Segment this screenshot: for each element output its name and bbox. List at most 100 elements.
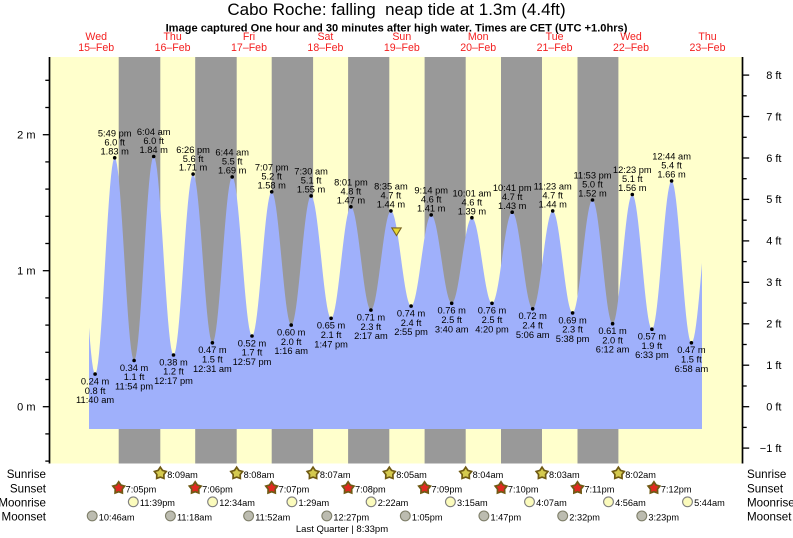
svg-text:1.41 m: 1.41 m xyxy=(417,204,446,214)
svg-text:1:29am: 1:29am xyxy=(299,498,330,508)
svg-text:Mon: Mon xyxy=(468,31,489,43)
svg-text:5.4 ft: 5.4 ft xyxy=(661,161,682,171)
svg-text:1 m: 1 m xyxy=(17,266,35,278)
svg-text:0.57 m: 0.57 m xyxy=(638,332,667,342)
svg-text:1.71 m: 1.71 m xyxy=(179,163,208,173)
svg-text:12:17 pm: 12:17 pm xyxy=(154,376,193,386)
svg-text:Sun: Sun xyxy=(392,31,411,43)
svg-text:8:04am: 8:04am xyxy=(473,470,504,480)
svg-text:2.3 ft: 2.3 ft xyxy=(562,325,583,335)
svg-text:1:05pm: 1:05pm xyxy=(412,512,443,522)
svg-text:8:07am: 8:07am xyxy=(320,470,351,480)
svg-text:12:31 am: 12:31 am xyxy=(193,364,232,374)
svg-text:1.56 m: 1.56 m xyxy=(618,183,647,193)
svg-text:6:44 am: 6:44 am xyxy=(215,148,249,158)
svg-text:8:01 pm: 8:01 pm xyxy=(334,178,368,188)
svg-text:Sunset: Sunset xyxy=(10,483,47,496)
svg-text:4:56am: 4:56am xyxy=(615,498,646,508)
svg-text:Cabo Roche: falling neap tide: Cabo Roche: falling neap tide at 1.3m (4… xyxy=(227,0,565,19)
svg-text:7 ft: 7 ft xyxy=(766,111,781,123)
svg-text:4 ft: 4 ft xyxy=(766,236,781,248)
svg-text:Thu: Thu xyxy=(163,31,181,43)
svg-text:Moonrise: Moonrise xyxy=(747,496,793,509)
svg-text:11:23 am: 11:23 am xyxy=(534,182,572,192)
svg-text:Image captured One hour and 30: Image captured One hour and 30 minutes a… xyxy=(166,23,628,35)
svg-text:2.0 ft: 2.0 ft xyxy=(602,335,623,345)
svg-text:7:12pm: 7:12pm xyxy=(661,484,692,494)
svg-text:1.5 ft: 1.5 ft xyxy=(681,355,702,365)
svg-text:1.69 m: 1.69 m xyxy=(218,166,247,176)
svg-text:11:18am: 11:18am xyxy=(177,512,212,522)
svg-text:11:40 am: 11:40 am xyxy=(76,395,114,405)
svg-text:2.0 ft: 2.0 ft xyxy=(281,337,302,347)
svg-text:Thu: Thu xyxy=(698,31,716,43)
svg-text:7:30 am: 7:30 am xyxy=(294,167,328,177)
svg-text:2.5 ft: 2.5 ft xyxy=(441,315,462,325)
svg-text:8:08am: 8:08am xyxy=(244,470,275,480)
svg-text:0.60 m: 0.60 m xyxy=(277,328,306,338)
svg-text:3:40 am: 3:40 am xyxy=(435,324,469,334)
svg-text:5:44am: 5:44am xyxy=(694,498,725,508)
svg-text:1.9 ft: 1.9 ft xyxy=(642,341,663,351)
svg-text:10:46am: 10:46am xyxy=(99,512,135,522)
svg-text:6:33 pm: 6:33 pm xyxy=(635,350,669,360)
svg-text:3 ft: 3 ft xyxy=(766,277,781,289)
svg-text:5.1 ft: 5.1 ft xyxy=(301,176,322,186)
svg-text:1.43 m: 1.43 m xyxy=(498,201,527,211)
svg-text:8 ft: 8 ft xyxy=(766,70,781,82)
svg-text:5.6 ft: 5.6 ft xyxy=(183,154,204,164)
svg-text:4.6 ft: 4.6 ft xyxy=(421,195,442,205)
svg-text:0.34 m: 0.34 m xyxy=(120,363,149,373)
svg-text:15–Feb: 15–Feb xyxy=(78,42,114,54)
svg-text:Last Quarter | 8:33pm: Last Quarter | 8:33pm xyxy=(296,524,388,535)
svg-text:1.83 m: 1.83 m xyxy=(100,146,129,156)
svg-text:0.76 m: 0.76 m xyxy=(478,306,507,316)
svg-text:2 m: 2 m xyxy=(17,130,35,142)
svg-text:18–Feb: 18–Feb xyxy=(307,42,343,54)
svg-text:4.7 ft: 4.7 ft xyxy=(502,192,523,202)
svg-text:0.47 m: 0.47 m xyxy=(677,345,706,355)
svg-text:0.65 m: 0.65 m xyxy=(317,321,346,331)
svg-text:5:06 am: 5:06 am xyxy=(516,330,550,340)
svg-text:Moonset: Moonset xyxy=(2,510,47,523)
svg-text:1.1 ft: 1.1 ft xyxy=(124,372,145,382)
svg-text:6:26 pm: 6:26 pm xyxy=(176,145,210,155)
svg-text:7:07pm: 7:07pm xyxy=(279,484,310,494)
svg-text:4.7 ft: 4.7 ft xyxy=(542,191,563,201)
svg-text:4:07am: 4:07am xyxy=(536,498,567,508)
svg-text:1.58 m: 1.58 m xyxy=(257,180,286,190)
svg-text:1.84 m: 1.84 m xyxy=(139,145,168,155)
svg-text:1 ft: 1 ft xyxy=(766,360,781,372)
svg-text:6:58 am: 6:58 am xyxy=(675,364,709,374)
svg-text:5:49 pm: 5:49 pm xyxy=(98,129,132,139)
svg-text:8:03am: 8:03am xyxy=(549,470,580,480)
svg-text:5 ft: 5 ft xyxy=(766,194,781,206)
svg-text:9:14 pm: 9:14 pm xyxy=(414,186,448,196)
svg-text:8:02am: 8:02am xyxy=(625,470,656,480)
svg-text:0.47 m: 0.47 m xyxy=(198,345,227,355)
svg-text:1.44 m: 1.44 m xyxy=(538,200,567,210)
svg-text:5:38 pm: 5:38 pm xyxy=(556,334,590,344)
svg-text:1:47 pm: 1:47 pm xyxy=(314,339,348,349)
svg-text:7:05pm: 7:05pm xyxy=(126,484,157,494)
svg-text:2:22am: 2:22am xyxy=(378,498,409,508)
svg-text:4.7 ft: 4.7 ft xyxy=(381,191,402,201)
svg-text:1.7 ft: 1.7 ft xyxy=(242,348,263,358)
svg-text:0.76 m: 0.76 m xyxy=(437,306,466,316)
svg-text:0 m: 0 m xyxy=(17,402,35,414)
svg-text:0.72 m: 0.72 m xyxy=(518,311,547,321)
svg-text:Moonrise: Moonrise xyxy=(0,496,46,509)
svg-text:1.44 m: 1.44 m xyxy=(377,200,406,210)
svg-text:Fri: Fri xyxy=(243,31,255,43)
svg-text:10:41 pm: 10:41 pm xyxy=(493,183,532,193)
svg-text:−1 ft: −1 ft xyxy=(760,443,782,455)
svg-text:Wed: Wed xyxy=(85,31,107,43)
svg-text:Moonset: Moonset xyxy=(747,510,792,523)
svg-text:2:55 pm: 2:55 pm xyxy=(394,327,428,337)
svg-text:1.39 m: 1.39 m xyxy=(458,206,487,216)
svg-text:2.3 ft: 2.3 ft xyxy=(361,322,382,332)
svg-text:0.52 m: 0.52 m xyxy=(238,338,267,348)
svg-text:1.66 m: 1.66 m xyxy=(657,170,686,180)
svg-text:Tue: Tue xyxy=(546,31,564,43)
svg-text:7:11pm: 7:11pm xyxy=(584,484,614,494)
